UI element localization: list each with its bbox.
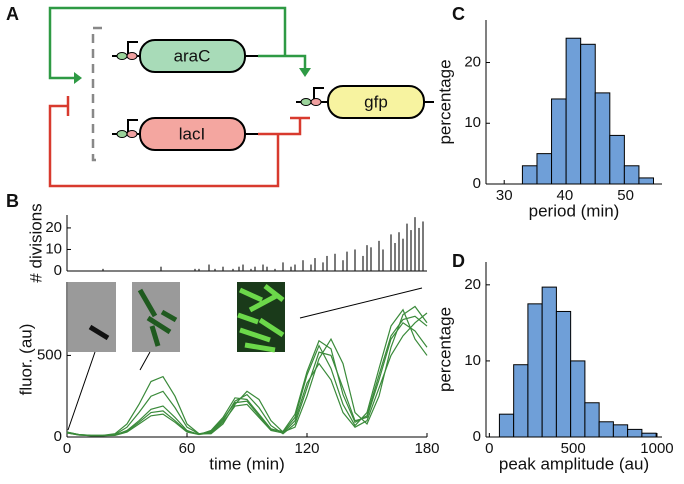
hist-bar [565, 37, 582, 185]
y-tick-label: 10 [45, 240, 62, 257]
operator [310, 98, 322, 106]
trace [66, 321, 428, 436]
y-axis-label: percentage [435, 307, 454, 392]
x-tick-label: 40 [557, 187, 574, 204]
y-tick-label: 10 [464, 352, 481, 369]
panel-label: D [452, 251, 465, 271]
hist-bar [584, 402, 600, 438]
cell [88, 324, 110, 341]
activation-line [258, 54, 307, 70]
y-axis-label: fluor. (au) [16, 324, 35, 396]
y-tick-label: 0 [54, 428, 62, 445]
trace [66, 305, 428, 436]
hist-bar [580, 43, 596, 185]
y-tick-label: 0 [54, 262, 62, 279]
y-tick-label: 0 [473, 428, 481, 445]
operator [126, 52, 138, 60]
y-tick-label: 20 [45, 219, 62, 236]
trace [66, 312, 428, 437]
hist-bar [527, 303, 543, 438]
x-tick-label: 1000 [640, 440, 673, 457]
hist-bar [609, 134, 625, 185]
hist-bar [627, 428, 643, 438]
panel-label: B [6, 191, 19, 211]
operator [126, 130, 138, 138]
x-tick-label: 500 [561, 440, 586, 457]
hist-bar [498, 413, 515, 438]
operator [116, 130, 128, 138]
circuit-diagram: araC lacI gfp [48, 6, 434, 188]
hist-bar [555, 310, 572, 438]
operator [116, 52, 128, 60]
hist-bar [536, 153, 553, 185]
hist-bar [598, 421, 614, 438]
x-tick-label: 50 [617, 187, 634, 204]
hist-bar [570, 360, 586, 438]
hist-bar [521, 165, 538, 185]
repression-line [258, 116, 310, 136]
panel-label: A [6, 4, 19, 24]
y-tick-label: 20 [464, 276, 481, 293]
x-tick-label: 120 [294, 440, 319, 457]
x-axis-label: period (min) [529, 201, 620, 220]
trace [66, 308, 428, 437]
y-tick-label: 20 [464, 53, 481, 70]
repression-line [48, 96, 280, 188]
x-tick-label: 30 [496, 187, 513, 204]
x-tick-label: 180 [414, 440, 439, 457]
pointer [67, 287, 423, 431]
x-tick-label: 0 [485, 440, 493, 457]
y-tick-label: 500 [37, 346, 62, 363]
promoter [127, 41, 324, 134]
micrograph [68, 282, 116, 352]
hist-bar [641, 432, 657, 438]
hist-bar [541, 286, 557, 438]
hist-bar [594, 92, 611, 185]
cell [237, 284, 285, 353]
hist-bar [623, 165, 640, 185]
gene-label: lacI [179, 124, 205, 143]
y-axis-label: # divisions [26, 203, 45, 282]
arrowhead [299, 68, 311, 77]
panel-label: C [452, 4, 465, 24]
x-axis-label: time (min) [209, 454, 285, 473]
activation-line [48, 6, 287, 80]
trace [66, 315, 428, 437]
y-tick-label: 10 [464, 114, 481, 131]
hist-bar [612, 424, 629, 438]
bracket [91, 26, 102, 162]
micrographs [67, 282, 423, 431]
x-tick-label: 60 [179, 440, 196, 457]
hist-bar [513, 364, 529, 438]
cell [137, 288, 178, 347]
x-axis-label: peak amplitude (au) [499, 454, 649, 473]
y-axis-label: percentage [435, 59, 454, 144]
gene-label: araC [174, 46, 211, 65]
hist-bar [551, 98, 567, 185]
x-tick-label: 0 [63, 440, 71, 457]
y-tick-label: 0 [473, 175, 481, 192]
operator [300, 98, 312, 106]
arrowhead [74, 72, 82, 84]
gene-label: gfp [364, 92, 388, 111]
hist-bar [638, 177, 655, 185]
